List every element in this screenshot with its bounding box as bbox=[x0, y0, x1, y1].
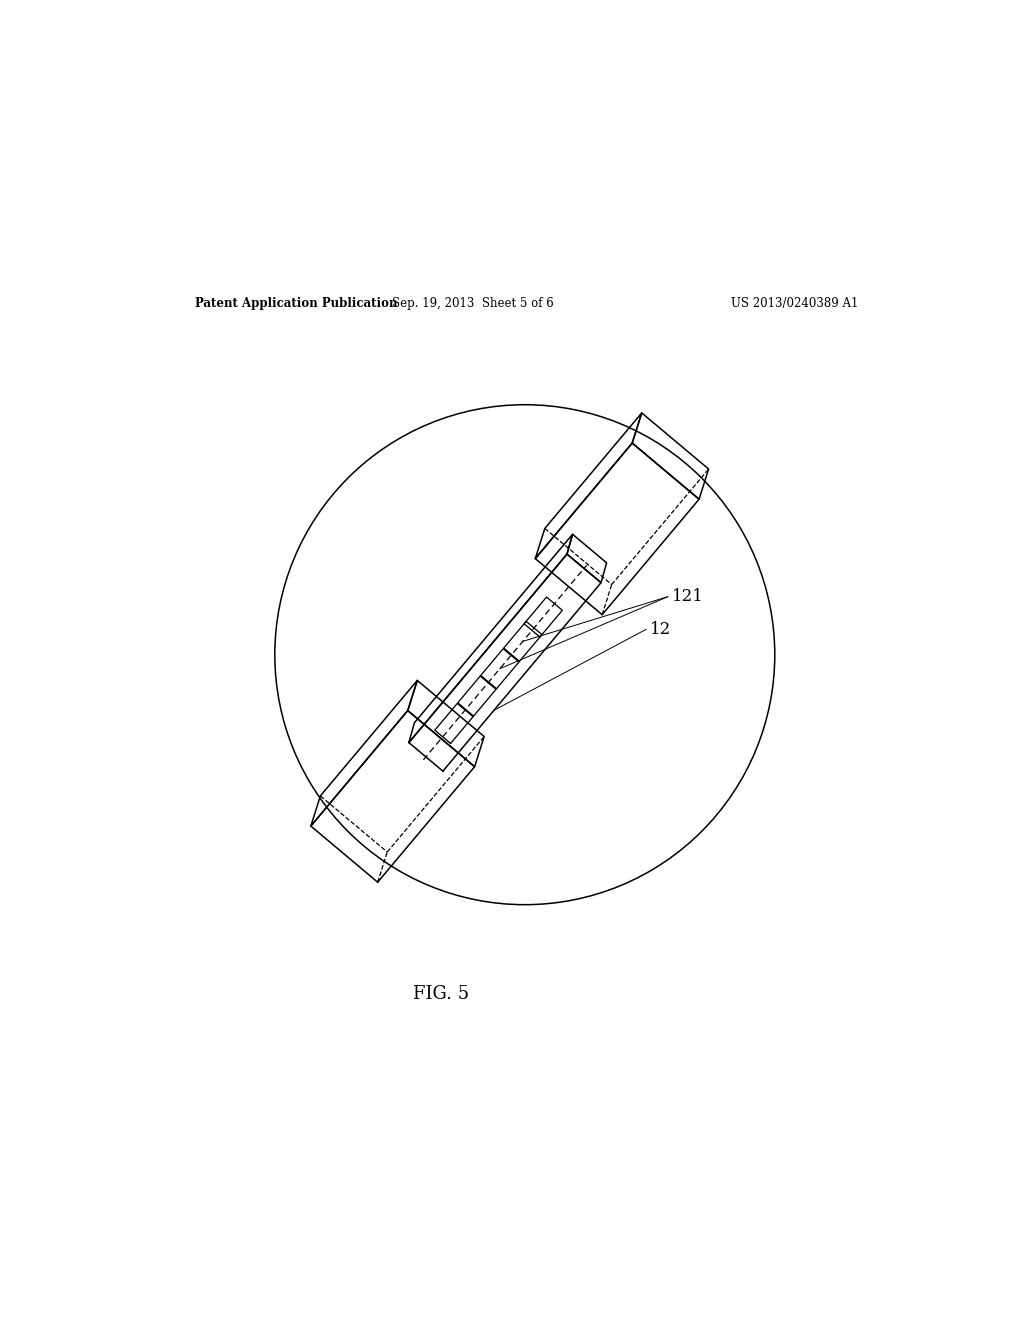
Text: 121: 121 bbox=[672, 589, 703, 606]
Text: Patent Application Publication: Patent Application Publication bbox=[196, 297, 398, 310]
Text: US 2013/0240389 A1: US 2013/0240389 A1 bbox=[731, 297, 858, 310]
Text: FIG. 5: FIG. 5 bbox=[414, 985, 470, 1003]
Text: 12: 12 bbox=[650, 620, 672, 638]
Text: Sep. 19, 2013  Sheet 5 of 6: Sep. 19, 2013 Sheet 5 of 6 bbox=[392, 297, 554, 310]
